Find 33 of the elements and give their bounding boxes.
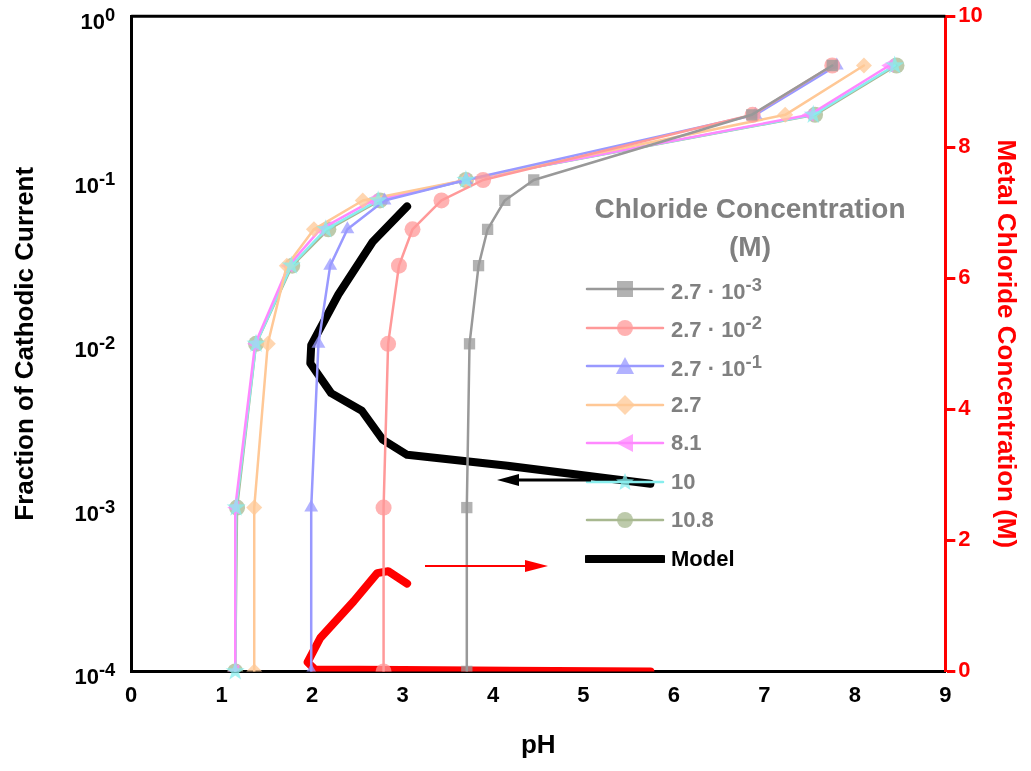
- x-tick-label: 1: [215, 681, 228, 707]
- y2-tick-label: 0: [958, 657, 971, 683]
- y2-tick-label: 4: [958, 395, 972, 421]
- y2-tick-label: 6: [958, 264, 971, 290]
- x-tick-label: 8: [848, 681, 861, 707]
- x-tick-label: 6: [667, 681, 681, 707]
- legend-label: 2.7: [671, 391, 702, 418]
- x-tick-label: 2: [305, 681, 319, 707]
- y-tick-label: 10$^{-3}$: [74, 495, 116, 526]
- y2-tick-label: 2: [958, 526, 971, 552]
- y2-tick-label: 10: [958, 2, 983, 28]
- legend-label: 10: [671, 468, 696, 495]
- x-tick-label: 4: [486, 681, 500, 707]
- legend-label: 2.7 · 10$^{-1}$: [671, 350, 762, 382]
- legend-label: 8.1: [671, 430, 702, 457]
- legend-label: Model: [671, 545, 735, 572]
- x-tick-label: 3: [396, 681, 409, 707]
- legend-label: 2.7 · 10$^{-2}$: [671, 312, 762, 344]
- x-tick-label: 0: [125, 681, 138, 707]
- x-tick-label: 7: [758, 681, 771, 707]
- y-tick-label: 10$^{-4}$: [73, 658, 116, 690]
- y2-tick-label: 8: [958, 133, 971, 159]
- y2-axis-title: Metal Chloride Concentration (M): [992, 139, 1023, 549]
- legend-label: 2.7 · 10$^{-3}$: [671, 273, 762, 305]
- legend-label: 10.8: [671, 507, 714, 534]
- y-tick-label: 10$^{-2}$: [74, 331, 116, 363]
- legend-title: Chloride Concentration (M): [593, 192, 907, 264]
- y-tick-label: 10$^{0}$: [79, 3, 116, 35]
- x-tick-label: 9: [939, 681, 952, 707]
- x-tick-label: 5: [577, 681, 590, 707]
- x-axis-title: pH: [520, 728, 556, 759]
- y-axis-title: Fraction of Cathodic Current: [8, 166, 39, 521]
- y-tick-label: 10$^{-1}$: [74, 168, 116, 199]
